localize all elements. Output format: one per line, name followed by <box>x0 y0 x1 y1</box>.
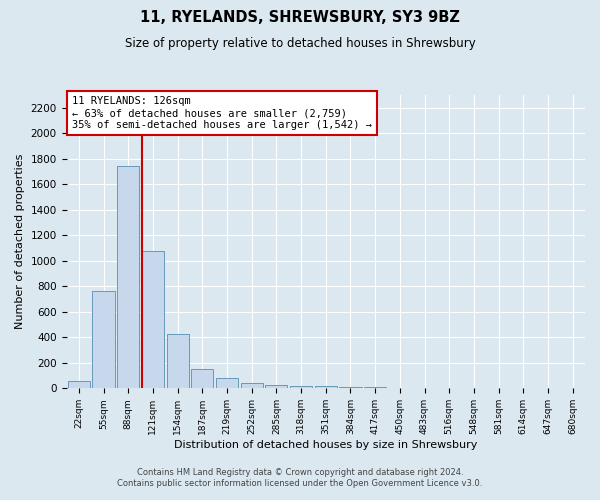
Bar <box>265 385 287 388</box>
Bar <box>290 386 312 388</box>
Y-axis label: Number of detached properties: Number of detached properties <box>15 154 25 330</box>
Bar <box>142 251 164 388</box>
Text: 11, RYELANDS, SHREWSBURY, SY3 9BZ: 11, RYELANDS, SHREWSBURY, SY3 9BZ <box>140 10 460 25</box>
Text: Size of property relative to detached houses in Shrewsbury: Size of property relative to detached ho… <box>125 38 475 51</box>
Bar <box>216 378 238 388</box>
X-axis label: Distribution of detached houses by size in Shrewsbury: Distribution of detached houses by size … <box>174 440 478 450</box>
Bar <box>340 387 362 388</box>
Bar <box>167 334 189 388</box>
Bar <box>68 380 90 388</box>
Bar <box>191 368 214 388</box>
Bar <box>314 386 337 388</box>
Bar <box>241 382 263 388</box>
Text: 11 RYELANDS: 126sqm
← 63% of detached houses are smaller (2,759)
35% of semi-det: 11 RYELANDS: 126sqm ← 63% of detached ho… <box>72 96 372 130</box>
Bar <box>92 292 115 388</box>
Text: Contains HM Land Registry data © Crown copyright and database right 2024.
Contai: Contains HM Land Registry data © Crown c… <box>118 468 482 487</box>
Bar <box>117 166 139 388</box>
